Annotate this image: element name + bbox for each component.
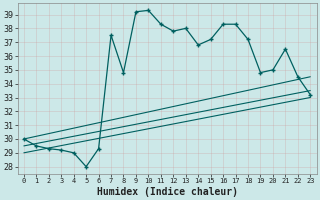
X-axis label: Humidex (Indice chaleur): Humidex (Indice chaleur) xyxy=(97,186,237,197)
